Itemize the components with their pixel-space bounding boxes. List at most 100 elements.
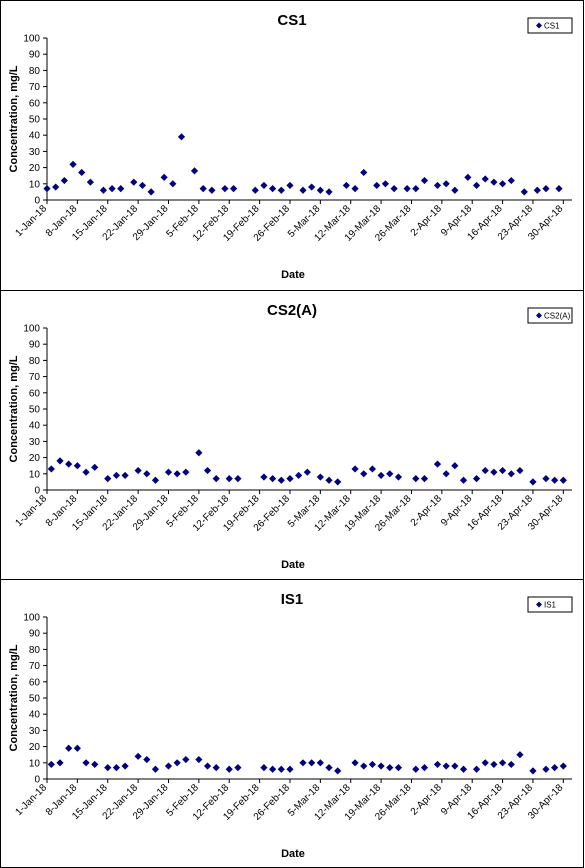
data-point bbox=[151, 765, 160, 773]
data-point bbox=[195, 755, 203, 764]
data-point bbox=[286, 765, 294, 773]
legend-marker bbox=[536, 601, 542, 608]
data-point bbox=[529, 478, 537, 486]
data-point bbox=[99, 186, 108, 194]
y-tick-label: 40 bbox=[29, 710, 41, 721]
y-tick-label: 40 bbox=[29, 421, 41, 432]
legend-box bbox=[527, 596, 573, 613]
data-point bbox=[533, 186, 541, 194]
y-tick-label: 20 bbox=[29, 163, 41, 174]
data-point bbox=[182, 468, 190, 476]
data-point bbox=[199, 185, 207, 193]
data-point bbox=[442, 470, 450, 478]
data-point bbox=[121, 471, 129, 480]
data-point bbox=[351, 759, 359, 767]
data-point bbox=[403, 185, 411, 193]
data-point bbox=[420, 176, 429, 185]
x-tick-label: 2-Apr-18 bbox=[409, 203, 445, 239]
data-point bbox=[442, 180, 450, 188]
data-point bbox=[82, 468, 90, 476]
data-point bbox=[69, 160, 77, 168]
data-point bbox=[286, 181, 294, 190]
data-point bbox=[177, 133, 186, 141]
data-point bbox=[234, 764, 242, 772]
data-point bbox=[277, 476, 285, 484]
data-point bbox=[373, 181, 381, 190]
data-point bbox=[299, 759, 307, 767]
y-tick-label: 30 bbox=[29, 726, 41, 737]
data-point bbox=[472, 475, 481, 483]
data-point bbox=[112, 471, 121, 480]
data-point bbox=[112, 764, 121, 772]
data-point bbox=[368, 760, 377, 769]
data-point bbox=[203, 466, 212, 475]
y-tick-label: 90 bbox=[29, 340, 41, 351]
data-point bbox=[269, 475, 277, 483]
data-point bbox=[412, 185, 420, 193]
data-point bbox=[451, 462, 459, 470]
y-tick-label: 10 bbox=[29, 179, 41, 190]
data-point bbox=[472, 181, 481, 190]
data-point bbox=[542, 185, 550, 193]
data-point bbox=[490, 178, 498, 186]
data-point bbox=[164, 762, 173, 770]
legend-box bbox=[527, 307, 573, 324]
data-point bbox=[47, 465, 55, 473]
x-tick-label: 1-Jan-18 bbox=[13, 782, 49, 818]
data-point bbox=[221, 185, 229, 193]
data-point bbox=[498, 759, 507, 767]
data-point bbox=[507, 760, 515, 769]
data-point bbox=[520, 188, 528, 196]
data-point bbox=[277, 765, 285, 773]
y-tick-label: 50 bbox=[29, 405, 41, 416]
data-point bbox=[507, 470, 515, 478]
data-point bbox=[459, 476, 468, 484]
data-point bbox=[351, 465, 359, 473]
data-point bbox=[351, 185, 359, 193]
data-point bbox=[377, 471, 385, 480]
y-tick-label: 90 bbox=[29, 50, 41, 61]
data-point bbox=[381, 180, 390, 188]
data-point bbox=[160, 173, 168, 181]
data-point bbox=[286, 475, 294, 483]
y-tick-label: 100 bbox=[23, 34, 40, 45]
data-point bbox=[225, 765, 233, 773]
y-tick-label: 100 bbox=[23, 324, 40, 335]
data-point bbox=[481, 759, 489, 767]
legend-marker bbox=[536, 22, 542, 29]
y-axis-label: Concentration, mg/L bbox=[8, 644, 20, 751]
y-tick-label: 70 bbox=[29, 82, 41, 93]
data-point bbox=[82, 759, 90, 767]
data-point bbox=[433, 760, 442, 769]
data-point bbox=[303, 468, 311, 476]
data-point bbox=[56, 457, 64, 465]
data-point bbox=[225, 475, 233, 483]
legend: CS2(A) bbox=[527, 307, 573, 324]
data-point bbox=[368, 465, 377, 473]
data-point bbox=[529, 767, 537, 775]
data-point bbox=[73, 744, 81, 752]
data-point bbox=[104, 475, 112, 483]
data-point bbox=[342, 181, 350, 190]
data-point bbox=[295, 471, 303, 480]
chart-svg-is1: IS1 IS101020304050607080901001-Jan-188-Ja… bbox=[8, 591, 573, 860]
x-tick-label: 1-Jan-18 bbox=[13, 493, 49, 529]
data-point bbox=[308, 759, 316, 767]
data-point bbox=[433, 460, 442, 468]
data-point bbox=[316, 759, 324, 767]
y-tick-label: 30 bbox=[29, 147, 41, 158]
data-point bbox=[269, 765, 277, 773]
data-point bbox=[386, 470, 394, 478]
x-tick-label: 2-Apr-18 bbox=[409, 493, 445, 529]
data-point bbox=[277, 186, 285, 194]
y-tick-label: 70 bbox=[29, 372, 41, 383]
chart-title: CS1 bbox=[277, 12, 306, 29]
data-point bbox=[451, 186, 459, 194]
y-tick-label: 60 bbox=[29, 677, 41, 688]
y-tick-label: 90 bbox=[29, 629, 41, 640]
legend: CS1 bbox=[527, 17, 573, 34]
data-point bbox=[394, 473, 403, 481]
data-point bbox=[164, 468, 173, 476]
y-tick-label: 10 bbox=[29, 758, 41, 769]
data-point bbox=[542, 765, 550, 773]
